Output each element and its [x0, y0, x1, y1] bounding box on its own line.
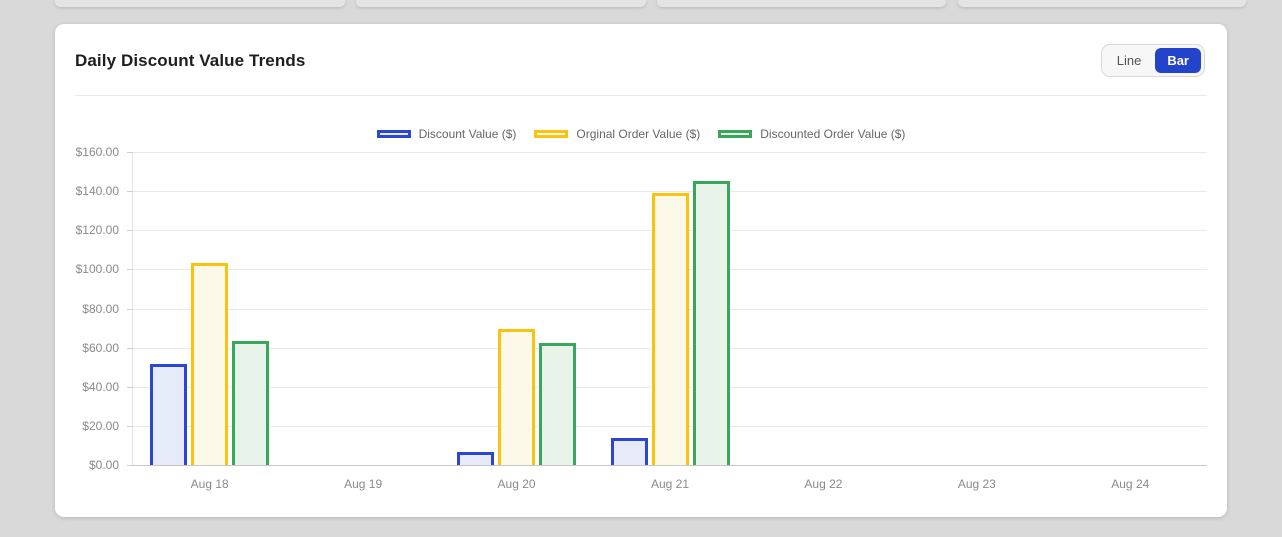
y-axis-label: $60.00	[82, 340, 119, 355]
legend-swatch	[534, 130, 569, 138]
legend-swatch	[376, 130, 411, 138]
legend-item[interactable]: Orginal Order Value ($)	[534, 127, 700, 141]
y-axis-tick	[127, 230, 133, 232]
legend-label: Discounted Order Value ($)	[760, 127, 906, 141]
bar-toggle-button[interactable]: Bar	[1155, 48, 1201, 73]
x-axis-label: Aug 24	[1111, 477, 1150, 491]
legend-swatch	[718, 130, 753, 138]
gridline	[133, 465, 1207, 466]
line-toggle-button[interactable]: Line	[1105, 48, 1154, 73]
y-axis-tick	[127, 269, 133, 271]
y-axis-tick	[127, 465, 133, 466]
x-axis-label: Aug 23	[957, 477, 996, 491]
legend-item[interactable]: Discounted Order Value ($)	[718, 127, 905, 141]
x-axis-label: Aug 22	[804, 477, 843, 491]
x-axis-label: Aug 21	[650, 477, 690, 491]
legend-label: Discount Value ($)	[418, 127, 517, 141]
chart-type-toggle: Line Bar	[1100, 44, 1205, 77]
stat-card-partial	[356, 0, 646, 7]
bar-discounted-order-value-aug-20	[539, 342, 577, 465]
y-axis-tick	[127, 347, 133, 349]
y-axis-tick	[127, 308, 133, 310]
stat-card-partial	[55, 0, 345, 7]
legend: Discount Value ($) Orginal Order Value ($…	[55, 127, 1227, 141]
y-axis-label: $140.00	[75, 184, 119, 199]
y-axis-tick	[127, 425, 133, 427]
bar-orginal-order-value-aug-18	[191, 262, 229, 465]
bar-orginal-order-value-aug-21	[651, 192, 689, 465]
legend-item[interactable]: Discount Value ($)	[376, 127, 517, 141]
x-axis-label: Aug 18	[190, 477, 229, 491]
stat-card-partial	[657, 0, 946, 7]
bar-orginal-order-value-aug-20	[498, 329, 536, 465]
y-axis-label: $20.00	[82, 418, 119, 433]
chart-card: Daily Discount Value Trends Line Bar Dis…	[55, 24, 1227, 517]
legend-label: Orginal Order Value ($)	[576, 127, 701, 141]
bar-discount-value-aug-20	[457, 452, 495, 465]
x-axis-label: Aug 20	[497, 477, 536, 491]
bar-discounted-order-value-aug-18	[232, 341, 270, 465]
x-axis-label: Aug 19	[344, 477, 383, 491]
gridline	[133, 152, 1207, 153]
y-axis-tick	[127, 152, 133, 153]
y-axis-label: $80.00	[82, 301, 119, 316]
y-axis-label: $120.00	[75, 223, 119, 238]
y-axis-label: $0.00	[88, 458, 119, 472]
bar-discount-value-aug-21	[610, 438, 648, 465]
bar-discounted-order-value-aug-21	[692, 180, 730, 465]
y-axis-label: $160.00	[75, 145, 119, 159]
stat-card-partial	[958, 0, 1246, 7]
gridline	[133, 191, 1207, 193]
header-divider	[75, 95, 1207, 96]
y-axis-tick	[127, 191, 133, 193]
plot-area: $0.00 $20.00 $40.00 $60.00 $80.00 $100.00 $120…	[76, 145, 1207, 491]
y-axis-label: $40.00	[82, 379, 119, 394]
bar-discount-value-aug-18	[150, 363, 188, 465]
y-axis-tick	[127, 386, 133, 388]
card-title: Daily Discount Value Trends	[75, 51, 306, 70]
y-axis-label: $100.00	[75, 262, 119, 277]
